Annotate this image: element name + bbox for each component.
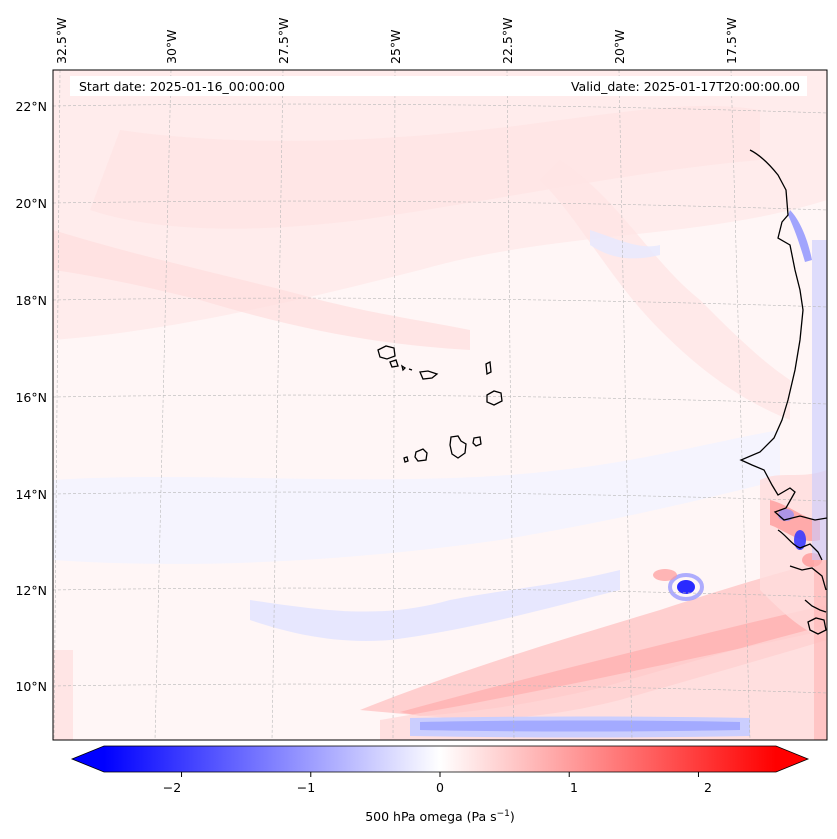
colorbar-tick-label: −2 bbox=[163, 780, 181, 795]
colorbar-tick-label: −1 bbox=[297, 780, 315, 795]
lon-label: 27.5°W bbox=[276, 18, 291, 64]
colorbar-tick-label: 2 bbox=[704, 780, 712, 795]
colorbar-label: 500 hPa omega (Pa s−1) bbox=[365, 809, 515, 824]
colorbar-min-extend bbox=[72, 746, 104, 772]
map-frame bbox=[52, 69, 828, 741]
header-box bbox=[70, 76, 807, 96]
lat-label: 22°N bbox=[15, 99, 47, 114]
lat-label: 14°N bbox=[15, 487, 47, 502]
lat-label: 18°N bbox=[15, 293, 47, 308]
lat-label: 10°N bbox=[15, 679, 47, 694]
longitude-labels: 32.5°W 30°W 27.5°W 25°W 22.5°W 20°W 17.5… bbox=[54, 18, 739, 64]
colorbar-tick-label: 0 bbox=[436, 780, 444, 795]
lon-label: 22.5°W bbox=[500, 18, 515, 64]
valid-date-label: Valid_date: 2025-01-17T20:00:00.00 bbox=[571, 79, 800, 94]
colorbar-gradient bbox=[104, 746, 776, 772]
cape-verde-islands bbox=[377, 345, 503, 463]
colorbar-tick-label: 1 bbox=[570, 780, 578, 795]
lon-label: 20°W bbox=[612, 29, 627, 64]
latitude-labels: 22°N 20°N 18°N 16°N 14°N 12°N 10°N bbox=[15, 99, 47, 694]
lat-label: 20°N bbox=[15, 196, 47, 211]
lon-label: 25°W bbox=[388, 29, 403, 64]
lon-label: 30°W bbox=[164, 29, 179, 64]
lon-label: 32.5°W bbox=[54, 18, 69, 64]
colorbar-max-extend bbox=[776, 746, 808, 772]
colorbar: −2 −1 0 1 2 500 hPa omega (Pa s−1) bbox=[70, 745, 810, 824]
lat-label: 16°N bbox=[15, 390, 47, 405]
coastline bbox=[739, 149, 827, 635]
gridlines bbox=[53, 70, 827, 740]
lat-label: 12°N bbox=[15, 583, 47, 598]
omega-field bbox=[53, 70, 827, 740]
start-date-label: Start date: 2025-01-16_00:00:00 bbox=[79, 79, 285, 94]
lon-label: 17.5°W bbox=[724, 18, 739, 64]
